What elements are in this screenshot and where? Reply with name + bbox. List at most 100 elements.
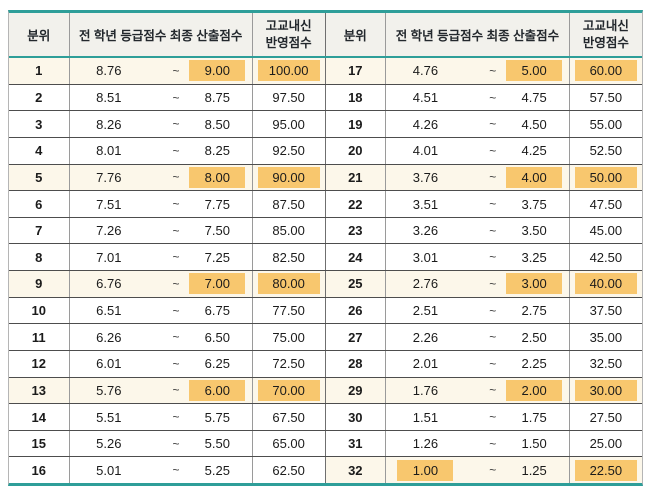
table-row: 20 4.01 ~4.25 52.50 bbox=[325, 137, 642, 165]
rank-cell: 25 bbox=[325, 270, 387, 298]
tilde-cell: ~ bbox=[148, 217, 183, 245]
cell-value: 32 bbox=[348, 462, 363, 478]
tilde-cell: ~ bbox=[464, 164, 500, 192]
grade-max-cell: 1.50 bbox=[499, 430, 570, 458]
cell-value: 22 bbox=[348, 196, 363, 212]
tilde-cell: ~ bbox=[148, 270, 183, 298]
grade-max-cell: 5.50 bbox=[182, 430, 253, 458]
cell-value: ~ bbox=[489, 330, 497, 345]
cell-value: 97.50 bbox=[272, 90, 305, 106]
grade-max-cell: 6.00 bbox=[182, 377, 253, 405]
table-row: 23 3.26 ~3.50 45.00 bbox=[325, 217, 642, 245]
table-row: 6 7.51 ~7.75 87.50 bbox=[9, 190, 325, 218]
highlight-mark: 7.00 bbox=[189, 273, 246, 295]
tilde-cell: ~ bbox=[464, 243, 500, 272]
highlight-mark: 1.00 bbox=[397, 459, 454, 481]
cell-value: 23 bbox=[348, 223, 363, 239]
table-row: 17 4.76 ~5.00 60.00 bbox=[325, 57, 642, 85]
grade-max-cell: 8.75 bbox=[182, 84, 253, 112]
table-right-body: 17 4.76 ~5.00 60.00 18 4.51 ~4.75 57.50 19 4.26 ~4… bbox=[325, 57, 642, 483]
reflect-score-cell: 77.50 bbox=[251, 297, 325, 325]
grade-min-cell: 7.76 bbox=[69, 164, 149, 192]
cell-value: 82.50 bbox=[272, 249, 305, 265]
cell-value: 6.76 bbox=[96, 276, 122, 292]
grade-max-cell: 3.00 bbox=[499, 270, 570, 298]
reflect-score-cell: 40.00 bbox=[568, 270, 642, 298]
grade-max-cell: 7.50 bbox=[182, 217, 253, 245]
cell-value: 4.25 bbox=[521, 143, 547, 159]
table-left-header: 분위 전 학년 등급점수 최종 산출점수 고교내신 반영점수 bbox=[9, 13, 325, 58]
cell-value: 2.75 bbox=[521, 303, 547, 319]
cell-value: 1.50 bbox=[521, 436, 547, 452]
reflect-score-cell: 42.50 bbox=[568, 243, 642, 272]
grade-min-cell: 5.76 bbox=[69, 377, 149, 405]
cell-value: ~ bbox=[172, 410, 180, 425]
rank-cell: 3 bbox=[9, 110, 70, 138]
cell-value: ~ bbox=[172, 276, 180, 291]
header-reflect-score: 고교내신 반영점수 bbox=[251, 13, 325, 58]
grade-min-cell: 2.76 bbox=[385, 270, 465, 298]
reflect-score-cell: 62.50 bbox=[251, 456, 325, 483]
table-row: 16 5.01 ~5.25 62.50 bbox=[9, 456, 325, 483]
grade-min-cell: 8.51 bbox=[69, 84, 149, 112]
table-row: 18 4.51 ~4.75 57.50 bbox=[325, 84, 642, 112]
cell-value: 6.51 bbox=[96, 303, 122, 319]
grade-max-cell: 3.75 bbox=[499, 190, 570, 218]
grade-max-cell: 6.50 bbox=[182, 323, 253, 351]
rank-cell: 30 bbox=[325, 403, 387, 431]
grade-min-cell: 3.26 bbox=[385, 217, 465, 245]
cell-value: ~ bbox=[172, 170, 180, 185]
rank-cell: 2 bbox=[9, 84, 70, 112]
cell-value: 55.00 bbox=[589, 116, 623, 132]
cell-value: 7.51 bbox=[96, 196, 122, 212]
cell-value: ~ bbox=[489, 276, 497, 291]
cell-value: 77.50 bbox=[272, 303, 305, 319]
grade-min-cell: 7.51 bbox=[69, 190, 149, 218]
cell-value: 27 bbox=[348, 329, 363, 345]
reflect-score-cell: 75.00 bbox=[251, 323, 325, 351]
rank-cell: 24 bbox=[325, 243, 387, 272]
reflect-score-cell: 82.50 bbox=[251, 243, 325, 272]
rank-cell: 7 bbox=[9, 217, 70, 245]
cell-value: ~ bbox=[489, 223, 497, 238]
tilde-cell: ~ bbox=[464, 377, 500, 405]
tilde-cell: ~ bbox=[148, 297, 183, 325]
table-left: 분위 전 학년 등급점수 최종 산출점수 고교내신 반영점수 1 8.76 ~9.0… bbox=[9, 13, 326, 483]
rank-cell: 31 bbox=[325, 430, 387, 458]
grade-min-cell: 3.01 bbox=[385, 243, 465, 272]
table-row: 9 6.76 ~7.00 80.00 bbox=[9, 270, 325, 298]
rank-cell: 4 bbox=[9, 137, 70, 165]
grade-max-cell: 6.75 bbox=[182, 297, 253, 325]
cell-value: 2.25 bbox=[521, 356, 547, 372]
cell-value: 5.75 bbox=[204, 409, 230, 425]
cell-value: ~ bbox=[489, 170, 497, 185]
cell-value: 15 bbox=[31, 436, 46, 452]
cell-value: 10 bbox=[31, 303, 46, 319]
grade-max-cell: 3.25 bbox=[499, 243, 570, 272]
cell-value: 47.50 bbox=[589, 196, 623, 212]
rank-cell: 11 bbox=[9, 323, 70, 351]
cell-value: ~ bbox=[172, 436, 180, 451]
grade-conversion-table: 분위 전 학년 등급점수 최종 산출점수 고교내신 반영점수 1 8.76 ~9.0… bbox=[8, 10, 643, 486]
tilde-cell: ~ bbox=[464, 403, 500, 431]
cell-value: ~ bbox=[172, 330, 180, 345]
cell-value: 8 bbox=[35, 249, 43, 265]
cell-value: 3.01 bbox=[412, 249, 439, 265]
tilde-cell: ~ bbox=[148, 350, 183, 378]
cell-value: 7.50 bbox=[204, 223, 230, 239]
tilde-cell: ~ bbox=[464, 110, 500, 138]
rank-cell: 5 bbox=[9, 164, 70, 192]
grade-min-cell: 3.51 bbox=[385, 190, 465, 218]
cell-value: ~ bbox=[172, 63, 180, 78]
highlight-mark: 6.00 bbox=[189, 379, 246, 401]
grade-max-cell: 4.50 bbox=[499, 110, 570, 138]
cell-value: ~ bbox=[489, 436, 497, 451]
cell-value: 4.01 bbox=[412, 143, 439, 159]
grade-max-cell: 8.25 bbox=[182, 137, 253, 165]
reflect-score-cell: 37.50 bbox=[568, 297, 642, 325]
cell-value: 6.25 bbox=[204, 356, 230, 372]
grade-min-cell: 5.26 bbox=[69, 430, 149, 458]
cell-value: 18 bbox=[348, 90, 363, 106]
cell-value: 5.76 bbox=[96, 382, 122, 398]
cell-value: 20 bbox=[348, 143, 363, 159]
